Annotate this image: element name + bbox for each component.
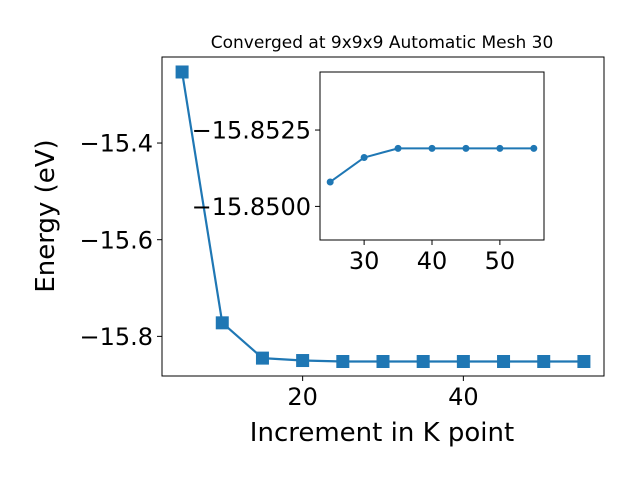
main-plot: 20 40 −15.4 −15.6 −15.8 [79, 56, 605, 411]
main-data-point [416, 355, 430, 368]
inset-x-tick-label: 50 [485, 247, 516, 275]
main-data-point [336, 355, 350, 368]
main-y-tick-label: −15.8 [79, 323, 153, 351]
main-data-point [537, 355, 551, 368]
main-axes-frame [161, 56, 605, 377]
main-data-point [577, 355, 591, 368]
inset-x-tick-label: 30 [349, 247, 380, 275]
main-x-tick-label: 20 [287, 383, 318, 411]
chart-title: Converged at 9x9x9 Automatic Mesh 30 [211, 33, 554, 53]
main-data-point [456, 355, 470, 368]
inset-background [320, 72, 544, 240]
inset-y-tick-label: −15.8525 [192, 117, 311, 145]
inset-data-point [394, 144, 402, 152]
x-axis-label: Increment in K point [250, 418, 514, 448]
inset-data-point [462, 144, 470, 152]
main-data-point [376, 355, 390, 368]
main-y-tick-label: −15.6 [79, 226, 153, 254]
main-x-tick-label: 40 [448, 383, 479, 411]
inset-data-point [326, 178, 334, 186]
main-data-point [215, 316, 229, 330]
main-data-point [497, 355, 511, 368]
inset-data-point [496, 144, 504, 152]
main-y-tick-label: −15.4 [79, 130, 153, 158]
inset-data-point [360, 154, 368, 162]
inset-plot: 30 40 50 −15.8525 −15.8500 [192, 71, 545, 275]
inset-x-tick-label: 40 [417, 247, 448, 275]
y-axis-label: Energy (eV) [31, 139, 61, 292]
inset-data-point [428, 144, 436, 152]
main-data-point [175, 65, 189, 79]
main-data-point [255, 351, 269, 365]
inset-y-tick-label: −15.8500 [192, 193, 311, 221]
main-data-point [296, 354, 310, 368]
inset-data-point [530, 144, 538, 152]
